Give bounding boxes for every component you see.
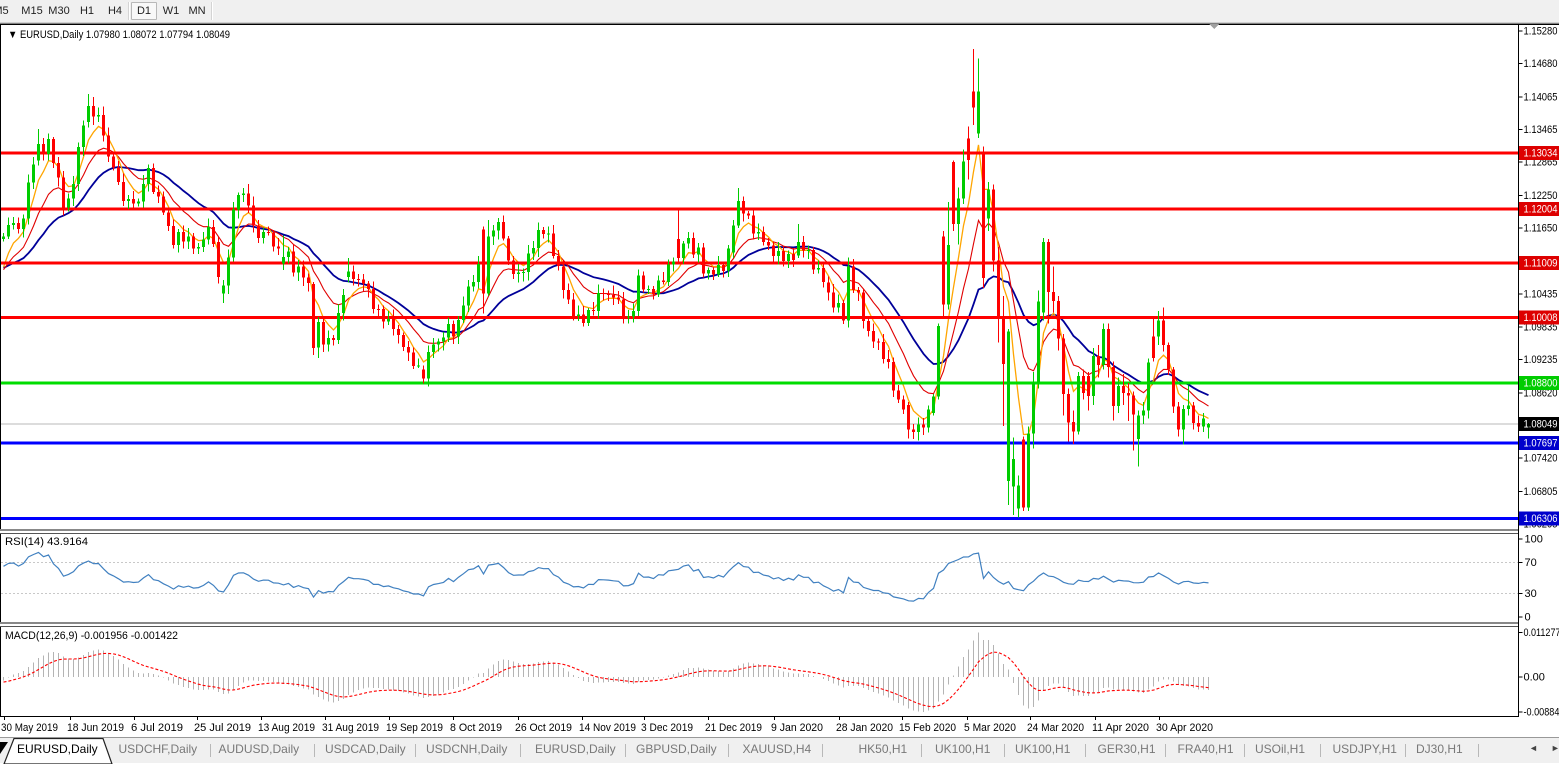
svg-text:6 Jul 2019: 6 Jul 2019: [131, 722, 183, 734]
svg-text:1.11650: 1.11650: [1524, 223, 1558, 235]
svg-text:1.13465: 1.13465: [1524, 124, 1558, 136]
svg-text:15 Feb 2020: 15 Feb 2020: [899, 722, 956, 734]
svg-text:0.00: 0.00: [1524, 672, 1545, 684]
svg-text:70: 70: [1525, 557, 1537, 569]
svg-text:1.12004: 1.12004: [1524, 204, 1558, 216]
svg-text:21 Dec 2019: 21 Dec 2019: [705, 722, 762, 734]
svg-text:11 Apr 2020: 11 Apr 2020: [1092, 722, 1149, 734]
svg-text:1.10435: 1.10435: [1524, 289, 1558, 301]
svg-text:31 Aug 2019: 31 Aug 2019: [322, 722, 379, 734]
svg-text:1.14065: 1.14065: [1524, 92, 1558, 104]
svg-text:13 Aug 2019: 13 Aug 2019: [258, 722, 315, 734]
svg-text:30 May 2019: 30 May 2019: [1, 722, 58, 734]
svg-text:1.11009: 1.11009: [1524, 258, 1558, 270]
svg-text:1.08049: 1.08049: [1524, 418, 1558, 430]
svg-text:RSI(14) 43.9164: RSI(14) 43.9164: [5, 536, 88, 548]
svg-text:1.10008: 1.10008: [1524, 312, 1558, 324]
svg-text:1.15280: 1.15280: [1524, 25, 1558, 37]
svg-text:1.06805: 1.06805: [1524, 486, 1558, 498]
svg-text:25 Jul 2019: 25 Jul 2019: [194, 722, 251, 734]
svg-text:100: 100: [1525, 534, 1543, 546]
svg-text:1.07420: 1.07420: [1524, 453, 1558, 465]
svg-text:1.09235: 1.09235: [1524, 354, 1558, 366]
svg-text:1.08800: 1.08800: [1524, 378, 1558, 390]
svg-text:1.14680: 1.14680: [1524, 58, 1558, 70]
svg-text:▼ EURUSD,Daily 1.07980 1.0807: ▼ EURUSD,Daily 1.07980 1.08072 1.07794 1…: [8, 29, 230, 41]
svg-text:24 Mar 2020: 24 Mar 2020: [1027, 722, 1084, 734]
svg-text:30: 30: [1525, 588, 1537, 600]
svg-text:28 Jan 2020: 28 Jan 2020: [836, 722, 893, 734]
svg-text:0.011277: 0.011277: [1524, 627, 1559, 639]
svg-text:18 Jun 2019: 18 Jun 2019: [67, 722, 124, 734]
svg-text:1.07697: 1.07697: [1524, 438, 1558, 450]
svg-text:1.06306: 1.06306: [1524, 513, 1558, 525]
svg-text:1.12250: 1.12250: [1524, 190, 1558, 202]
svg-text:30 Apr 2020: 30 Apr 2020: [1156, 722, 1213, 734]
svg-text:-0.008845: -0.008845: [1524, 706, 1559, 718]
svg-text:5 Mar 2020: 5 Mar 2020: [964, 722, 1016, 734]
svg-text:26 Oct 2019: 26 Oct 2019: [515, 722, 572, 734]
svg-text:MACD(12,26,9) -0.001956 -0.001: MACD(12,26,9) -0.001956 -0.001422: [5, 630, 178, 642]
svg-text:0: 0: [1525, 612, 1531, 624]
svg-text:9 Jan 2020: 9 Jan 2020: [771, 722, 823, 734]
svg-text:14 Nov 2019: 14 Nov 2019: [579, 722, 636, 734]
svg-text:3 Dec 2019: 3 Dec 2019: [641, 722, 693, 734]
svg-text:1.13034: 1.13034: [1524, 148, 1558, 160]
svg-text:8 Oct 2019: 8 Oct 2019: [450, 722, 502, 734]
svg-text:19 Sep 2019: 19 Sep 2019: [386, 722, 443, 734]
